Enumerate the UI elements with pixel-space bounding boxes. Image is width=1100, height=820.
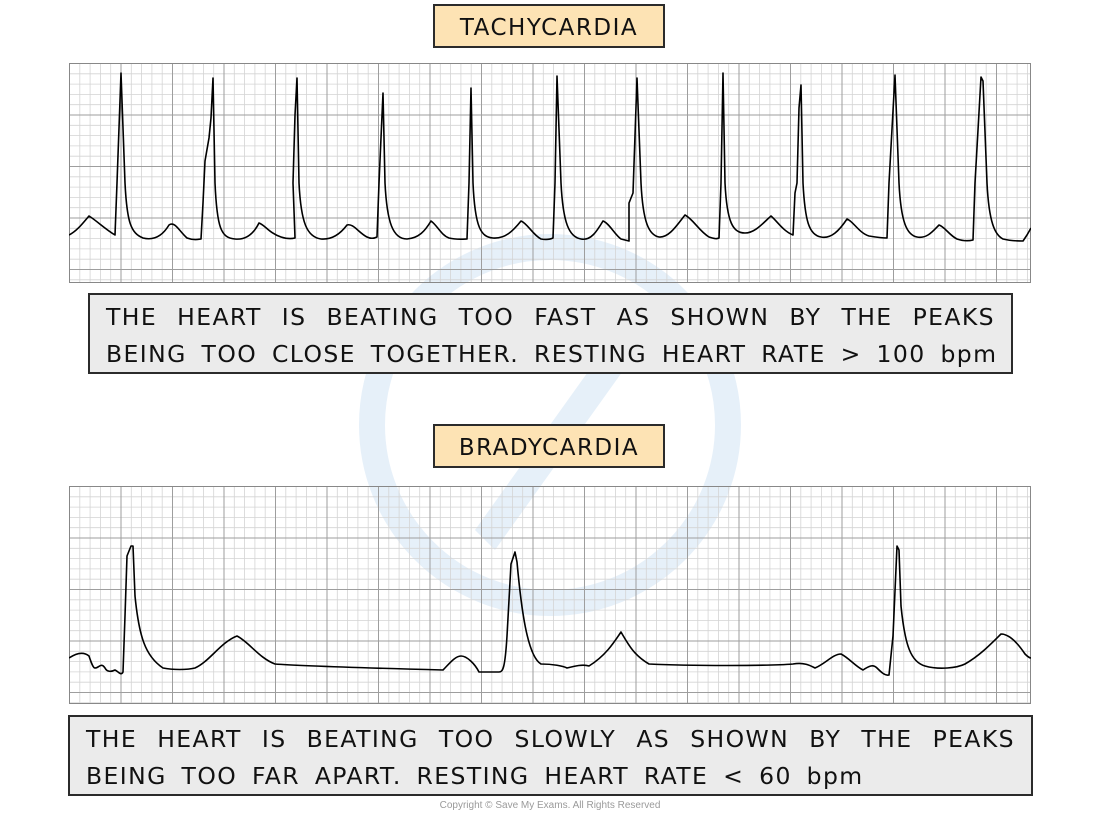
ecg-grid [69, 486, 1031, 704]
bradycardia-ecg-strip [69, 486, 1031, 704]
bradycardia-title: BRADYCARDIA [433, 424, 665, 468]
tachycardia-caption: THE HEART IS BEATING TOO FAST AS SHOWN B… [88, 293, 1013, 374]
tachycardia-title: TACHYCARDIA [433, 4, 665, 48]
bradycardia-caption-line-1: THE HEART IS BEATING TOO SLOWLY AS SHOWN… [86, 725, 1015, 753]
tachycardia-caption-line-2: BEING TOO CLOSE TOGETHER. RESTING HEART … [106, 340, 998, 368]
tachycardia-caption-line-1: THE HEART IS BEATING TOO FAST AS SHOWN B… [106, 303, 995, 331]
ecg-grid [69, 63, 1031, 283]
tachycardia-ecg-trace [69, 72, 1031, 242]
copyright-notice: Copyright © Save My Exams. All Rights Re… [439, 800, 661, 811]
bradycardia-caption-line-2: BEING TOO FAR APART. RESTING HEART RATE … [86, 762, 864, 790]
bradycardia-caption: THE HEART IS BEATING TOO SLOWLY AS SHOWN… [68, 715, 1033, 796]
bradycardia-ecg-trace [69, 545, 1031, 676]
tachycardia-ecg-strip [69, 63, 1031, 283]
